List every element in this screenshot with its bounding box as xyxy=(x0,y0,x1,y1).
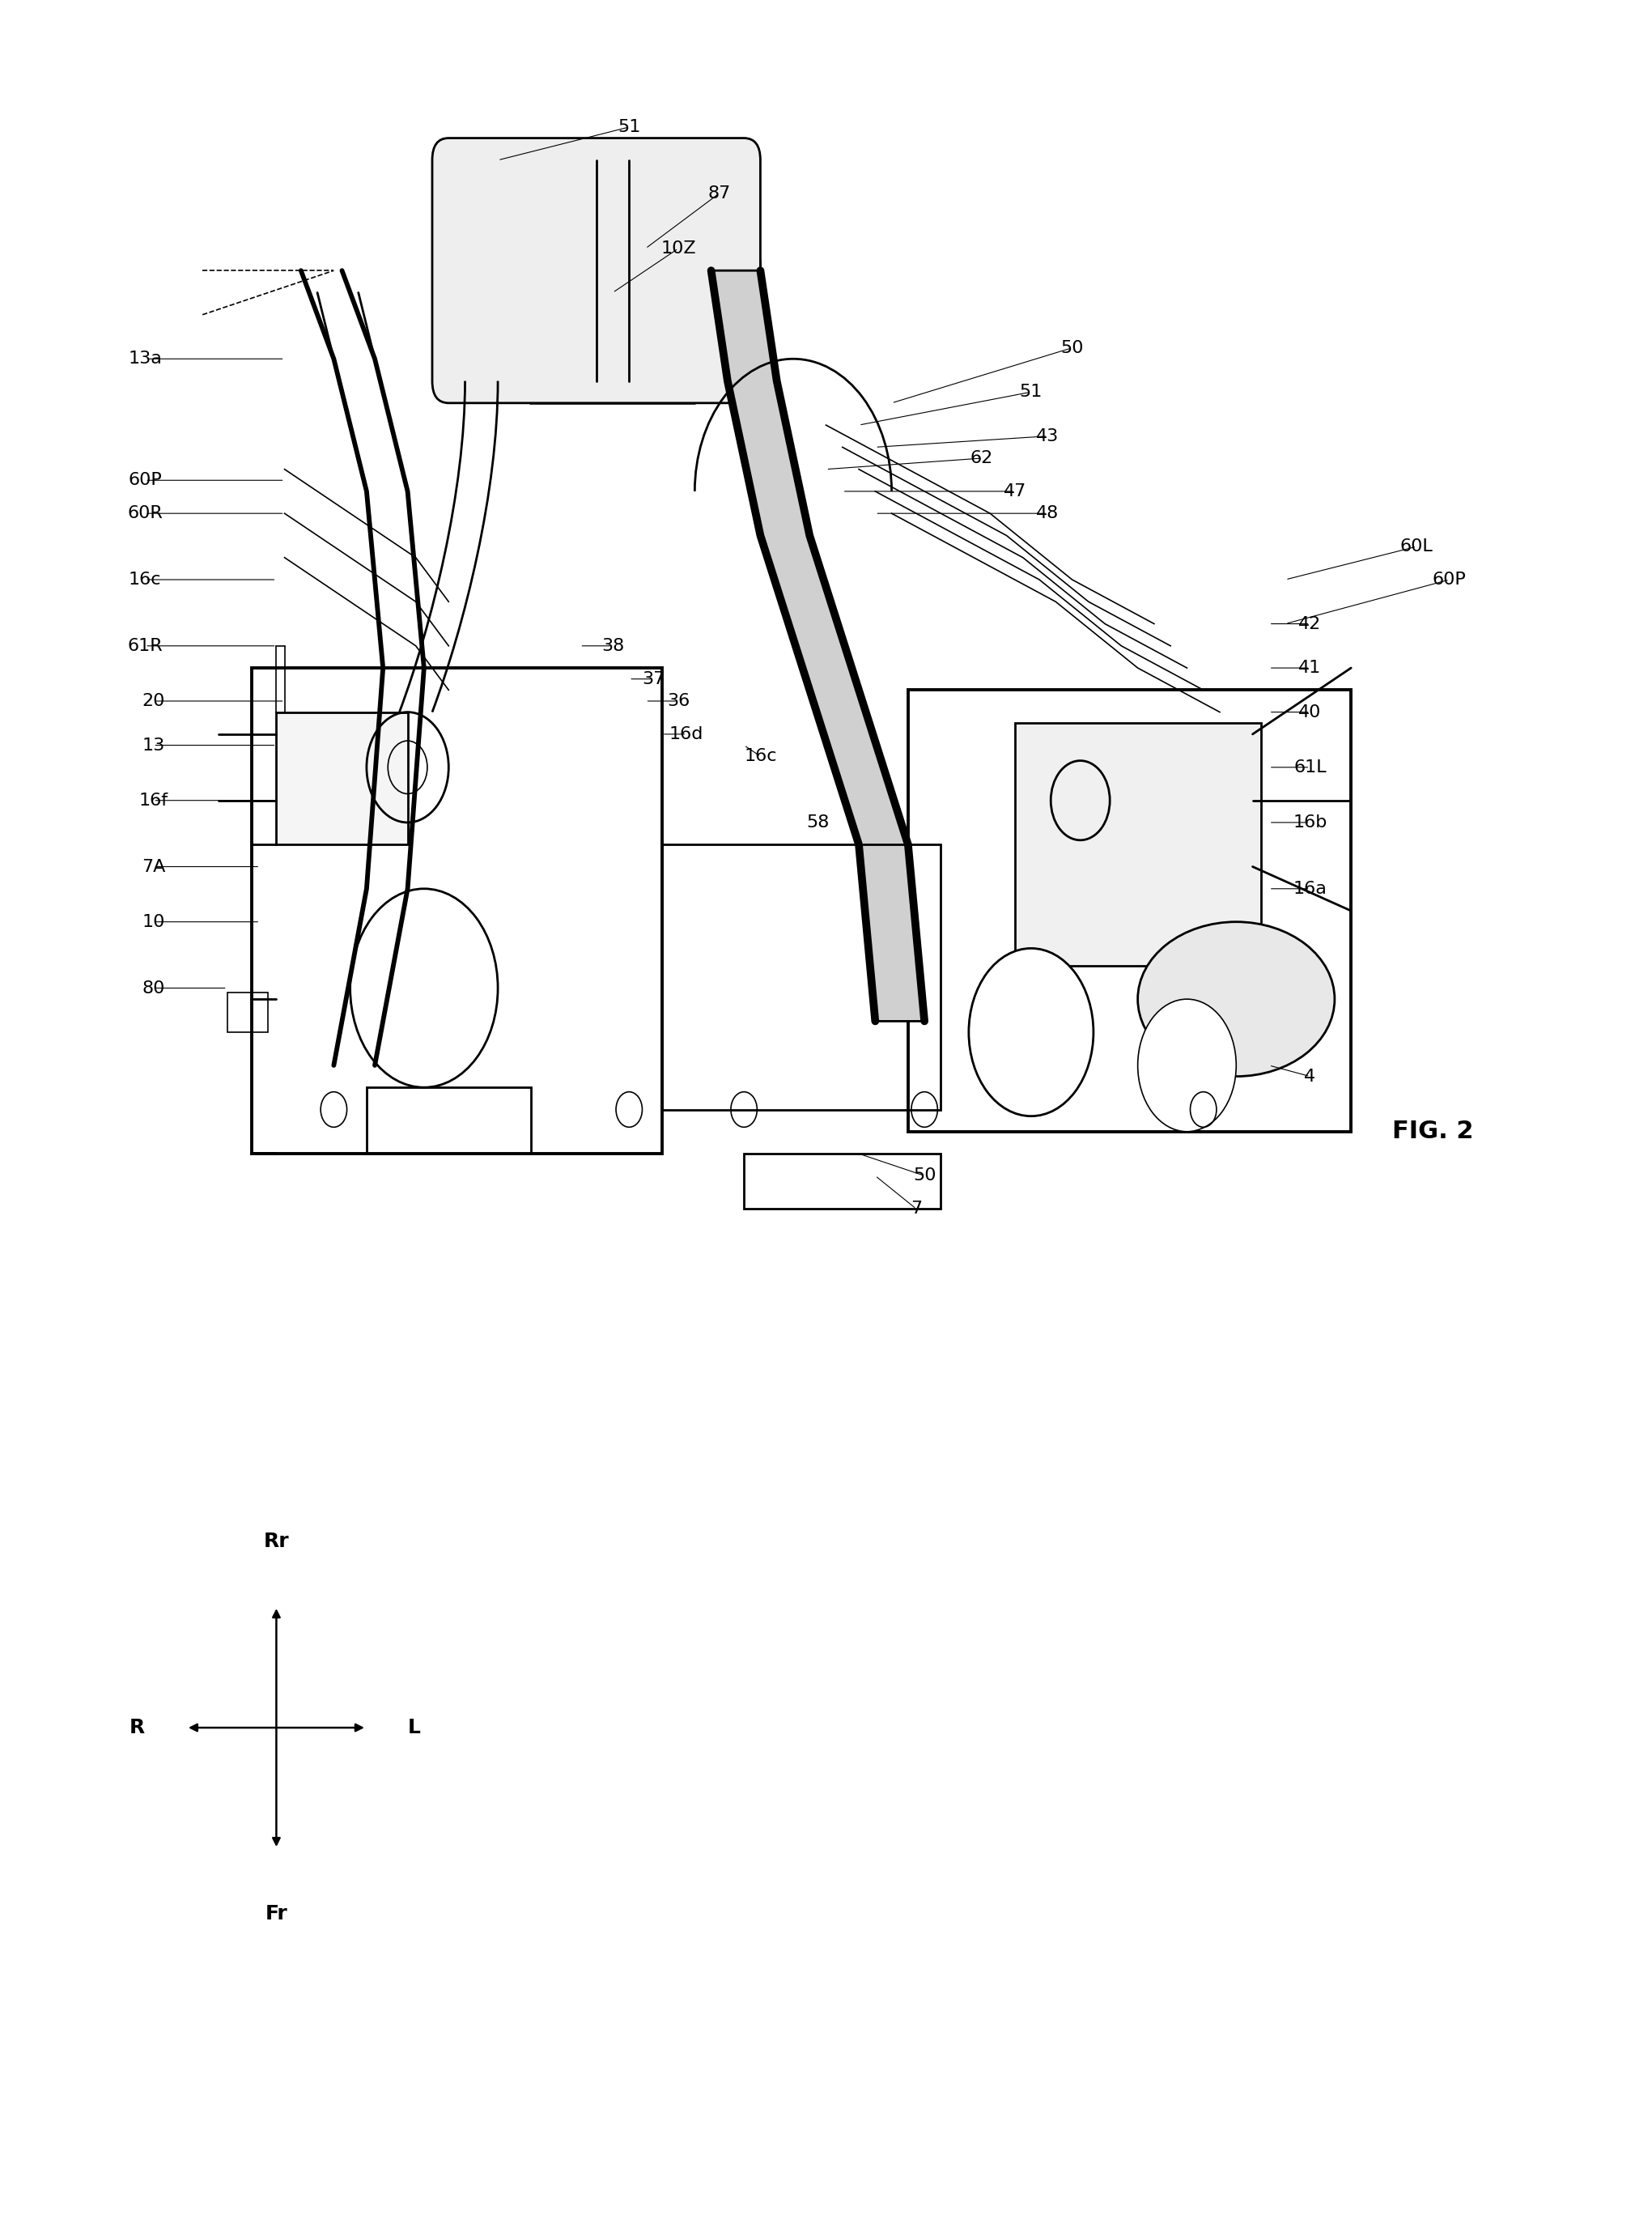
Text: 50: 50 xyxy=(914,1167,937,1183)
Text: 87: 87 xyxy=(709,184,730,202)
Text: 38: 38 xyxy=(601,637,624,655)
Text: 16a: 16a xyxy=(1294,881,1327,896)
Text: Rr: Rr xyxy=(264,1531,289,1551)
Ellipse shape xyxy=(1138,921,1335,1076)
Text: 80: 80 xyxy=(142,981,165,996)
Text: 60R: 60R xyxy=(127,506,164,521)
Text: R: R xyxy=(129,1718,145,1737)
Circle shape xyxy=(1138,999,1236,1132)
Text: 20: 20 xyxy=(142,692,165,710)
FancyBboxPatch shape xyxy=(433,138,760,404)
Text: 36: 36 xyxy=(667,692,691,710)
Circle shape xyxy=(968,948,1094,1116)
Text: 50: 50 xyxy=(1061,340,1084,355)
Text: 42: 42 xyxy=(1298,615,1322,632)
Text: 61L: 61L xyxy=(1294,759,1327,774)
Text: 60P: 60P xyxy=(1432,573,1467,588)
Text: 48: 48 xyxy=(1036,506,1059,521)
Text: 37: 37 xyxy=(643,670,666,688)
Text: 16b: 16b xyxy=(1294,814,1327,830)
Text: 16d: 16d xyxy=(669,726,704,743)
Text: 61R: 61R xyxy=(127,637,164,655)
Polygon shape xyxy=(710,271,925,1021)
Text: 13a: 13a xyxy=(129,351,162,366)
Text: 13: 13 xyxy=(142,737,165,752)
Text: L: L xyxy=(408,1718,421,1737)
Text: 16c: 16c xyxy=(129,573,162,588)
Text: 60L: 60L xyxy=(1401,539,1434,555)
FancyBboxPatch shape xyxy=(276,712,408,845)
Text: 10: 10 xyxy=(142,914,165,930)
FancyBboxPatch shape xyxy=(1014,723,1260,965)
Text: 60P: 60P xyxy=(129,473,162,488)
Text: 47: 47 xyxy=(1003,484,1026,499)
Text: 4: 4 xyxy=(1305,1067,1315,1085)
Text: 16f: 16f xyxy=(139,792,169,808)
Text: 41: 41 xyxy=(1298,659,1322,677)
Text: 16c: 16c xyxy=(743,748,776,763)
Text: 62: 62 xyxy=(970,450,993,466)
Text: 58: 58 xyxy=(806,814,829,830)
Text: 7A: 7A xyxy=(142,859,165,874)
Text: 7: 7 xyxy=(910,1200,922,1216)
Text: 43: 43 xyxy=(1036,428,1059,444)
Text: FIG. 2: FIG. 2 xyxy=(1393,1121,1474,1143)
Circle shape xyxy=(350,890,497,1087)
Text: Fr: Fr xyxy=(264,1904,287,1924)
Text: 10Z: 10Z xyxy=(661,240,695,257)
Text: 40: 40 xyxy=(1298,703,1322,721)
PathPatch shape xyxy=(453,151,760,404)
Text: 51: 51 xyxy=(618,120,641,135)
Text: 51: 51 xyxy=(1019,384,1042,399)
